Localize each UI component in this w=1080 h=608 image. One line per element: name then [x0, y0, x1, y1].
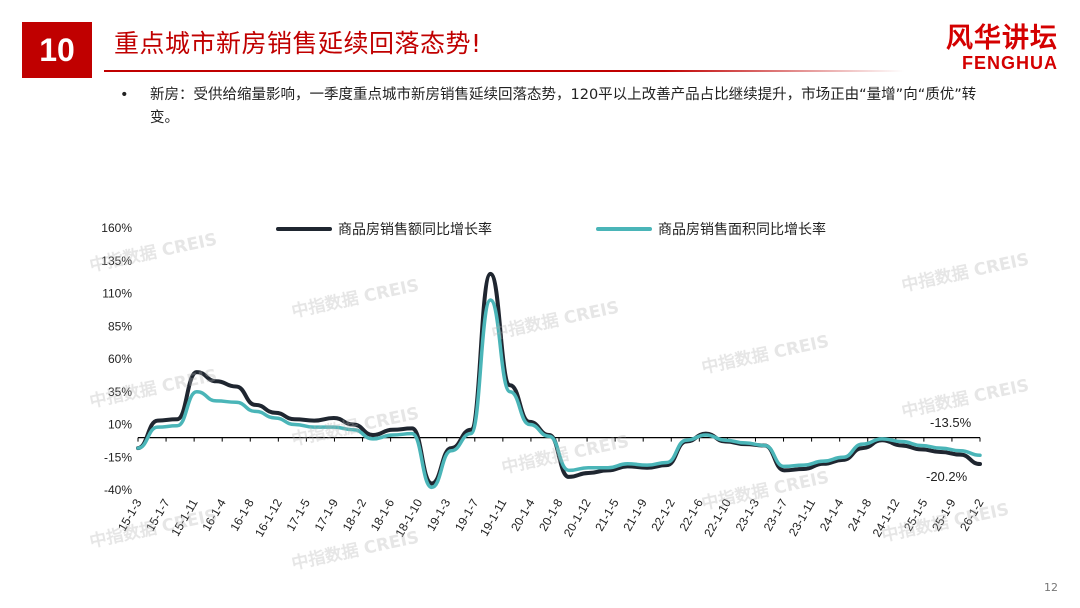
x-tick-label: 22-1-2	[648, 496, 678, 533]
x-tick-label: 16-1-4	[199, 496, 229, 533]
y-axis: 160% 135% 110% 85% 60% 35% 10% -15% -40%	[101, 221, 132, 497]
x-tick-label: 21-1-5	[592, 496, 622, 533]
x-tick-label: 25-1-9	[929, 496, 959, 533]
x-tick-label: 20-1-8	[536, 496, 566, 533]
y-tick-label: 85%	[108, 319, 132, 333]
legend-item-sales-area: 商品房销售面积同比增长率	[596, 221, 826, 238]
legend-label: 商品房销售额同比增长率	[338, 221, 492, 238]
x-tick-label: 15-1-3	[115, 496, 145, 533]
bullet-text: 新房：受供给缩量影响，一季度重点城市新房销售延续回落态势，120平以上改善产品占…	[150, 87, 977, 126]
annotation-amount-latest: -20.2%	[926, 469, 968, 484]
x-tick-label: 17-1-5	[284, 496, 314, 533]
y-tick-label: 135%	[101, 254, 132, 268]
bullet-symbol: •	[120, 87, 129, 103]
y-tick-label: 110%	[102, 287, 132, 301]
x-tick-label: 26-1-2	[957, 496, 987, 533]
bullet-point: • 新房：受供给缩量影响，一季度重点城市新房销售延续回落态势，120平以上改善产…	[120, 84, 980, 130]
x-tick-label: 24-1-4	[817, 496, 847, 533]
x-tick-label: 18-1-6	[368, 496, 398, 533]
y-tick-label: -15%	[104, 450, 132, 464]
x-tick-label: 24-1-8	[845, 496, 875, 533]
x-tick-label: 20-1-4	[508, 496, 538, 533]
x-tick-label: 23-1-11	[786, 496, 819, 538]
x-tick-label: 15-1-11	[168, 496, 201, 538]
series-line-sales-area	[136, 298, 982, 490]
x-tick-label: 23-1-7	[761, 496, 791, 533]
slide-number-badge: 10	[22, 22, 92, 78]
series-layer	[136, 271, 982, 490]
annotation-area-latest: -13.5%	[930, 415, 972, 430]
brand-name-cn: 风华讲坛	[946, 23, 1058, 54]
chart-container: 160% 135% 110% 85% 60% 35% 10% -15% -40% 15-1-3 1…	[80, 208, 1000, 578]
title-underline	[104, 70, 904, 72]
x-tick-label: 20-1-12	[561, 496, 594, 539]
y-tick-label: -40%	[104, 483, 132, 497]
y-tick-label: 60%	[108, 352, 132, 366]
y-tick-label: 35%	[108, 385, 132, 399]
x-tick-label: 15-1-7	[143, 496, 173, 533]
y-tick-label: 160%	[101, 221, 132, 235]
x-tick-label: 25-1-5	[901, 496, 931, 533]
x-tick-label: 16-1-12	[252, 496, 285, 539]
x-tick-label: 21-1-9	[620, 496, 650, 533]
x-tick-label: 19-1-7	[452, 496, 482, 533]
slide-title: 重点城市新房销售延续回落态势!	[114, 29, 482, 58]
legend-item-sales-amount: 商品房销售额同比增长率	[276, 221, 492, 238]
x-tick-label: 18-1-10	[392, 496, 425, 539]
y-tick-label: 10%	[108, 418, 132, 432]
yoy-growth-line-chart: 160%135%110%85%60%35%10%-15%-40% 15-1-31…	[101, 221, 987, 539]
x-tick-label: 17-1-9	[312, 496, 342, 533]
legend: 商品房销售额同比增长率 商品房销售面积同比增长率	[276, 221, 826, 238]
x-tick-label: 19-1-3	[424, 496, 454, 533]
brand-name-en: FENGHUA	[962, 53, 1058, 73]
x-tick-label: 22-1-6	[676, 496, 706, 533]
x-tick-label: 18-1-2	[340, 496, 370, 533]
x-tick-label: 23-1-3	[733, 496, 763, 533]
x-tick-label: 19-1-11	[477, 496, 510, 538]
x-tick-label: 22-1-10	[701, 496, 734, 539]
x-tick-label: 24-1-12	[870, 496, 903, 539]
annotations: -13.5% -20.2%	[926, 415, 972, 484]
x-tick-label: 16-1-8	[227, 496, 257, 533]
brand-logo: 风华讲坛 FENGHUA	[946, 16, 1058, 74]
page-number: 12	[1044, 581, 1058, 594]
legend-label: 商品房销售面积同比增长率	[658, 221, 826, 238]
